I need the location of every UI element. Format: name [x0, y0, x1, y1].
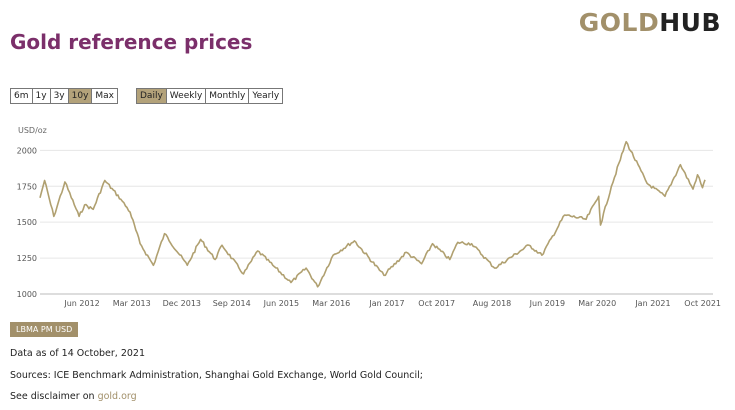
x-tick-label: Mar 2013	[113, 299, 151, 308]
y-tick-2000: 2000	[17, 146, 37, 155]
y-tick-1750: 1750	[17, 182, 37, 191]
range-selector: 6m 1y 3y 10y Max	[10, 88, 119, 104]
x-tick-label: Jun 2012	[63, 299, 99, 308]
x-tick-label: Aug 2018	[473, 299, 512, 308]
y-tick-1500: 1500	[17, 218, 37, 227]
x-tick-label: Jan 2017	[368, 299, 404, 308]
y-tick-1250: 1250	[17, 254, 37, 263]
y-tick-1000: 1000	[17, 290, 37, 299]
sources-note: Sources: ICE Benchmark Administration, S…	[10, 370, 423, 381]
x-tick-label: Jun 2019	[529, 299, 565, 308]
x-tick-label: Dec 2013	[163, 299, 201, 308]
frequency-button-daily[interactable]: Daily	[136, 88, 167, 104]
series-badge[interactable]: LBMA PM USD	[10, 322, 79, 337]
disclaimer-note: See disclaimer on gold.org	[10, 391, 137, 402]
x-tick-label: Mar 2020	[578, 299, 616, 308]
x-tick-label: Mar 2016	[312, 299, 350, 308]
x-tick-label: Jun 2015	[263, 299, 299, 308]
x-tick-label: Oct 2021	[684, 299, 721, 308]
logo-hub-text: HUB	[659, 8, 721, 37]
goldhub-logo[interactable]: GOLDHUB	[579, 8, 721, 37]
logo-gold-text: GOLD	[578, 8, 660, 37]
y-axis-unit: USD/oz	[18, 126, 47, 135]
frequency-button-monthly[interactable]: Monthly	[205, 88, 250, 104]
range-button-6m[interactable]: 6m	[10, 88, 33, 104]
data-as-of: Data as of 14 October, 2021	[10, 348, 146, 359]
frequency-button-weekly[interactable]: Weekly	[165, 88, 207, 104]
range-button-1y[interactable]: 1y	[31, 88, 51, 104]
page-title: Gold reference prices	[10, 30, 253, 54]
disclaimer-prefix: See disclaimer on	[10, 391, 95, 402]
range-button-3y[interactable]: 3y	[49, 88, 69, 104]
gold-org-link[interactable]: gold.org	[97, 391, 137, 402]
x-tick-label: Oct 2017	[418, 299, 455, 308]
range-button-10y[interactable]: 10y	[67, 88, 93, 104]
x-tick-label: Sep 2014	[213, 299, 251, 308]
x-tick-label: Jan 2021	[634, 299, 670, 308]
range-button-max[interactable]: Max	[91, 88, 119, 104]
gold-price-chart[interactable]: 1000 1250 1500 1750 2000 Jun 2012 Mar 2013 Dec …	[0, 130, 735, 312]
series-line-lbma-pm-usd[interactable]	[39, 140, 706, 288]
frequency-button-yearly[interactable]: Yearly	[248, 88, 284, 104]
frequency-selector: Daily Weekly Monthly Yearly	[136, 88, 284, 104]
